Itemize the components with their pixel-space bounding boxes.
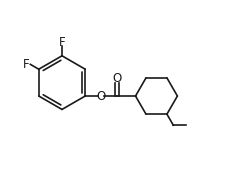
Text: F: F [59, 36, 65, 49]
Text: F: F [23, 58, 29, 71]
Text: O: O [112, 72, 122, 85]
Text: O: O [96, 90, 106, 103]
